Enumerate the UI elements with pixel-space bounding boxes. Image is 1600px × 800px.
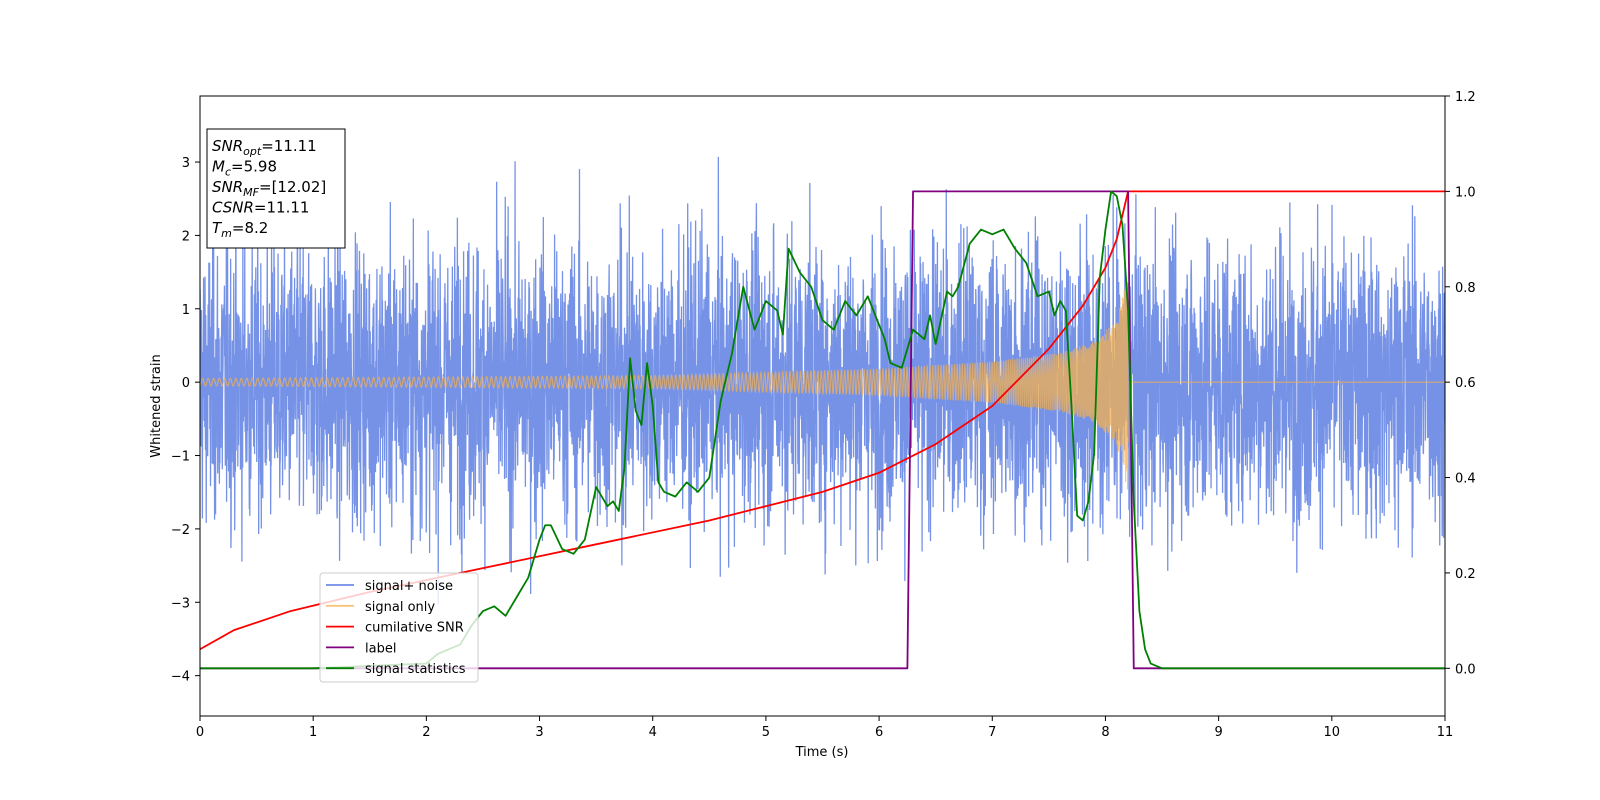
- y2-tick-label: 0.0: [1455, 662, 1476, 677]
- legend-item-signal-statistics: signal statistics: [365, 662, 466, 677]
- x-tick-label: 8: [1101, 725, 1109, 740]
- annotation-line: Mc=5.98: [212, 158, 277, 179]
- y2-tick-label: 0.2: [1455, 567, 1476, 582]
- y-tick-label: −1: [171, 450, 190, 465]
- x-tick-label: 2: [422, 725, 430, 740]
- x-tick-label: 10: [1324, 725, 1341, 740]
- x-tick-label: 5: [762, 725, 770, 740]
- legend-frame: [319, 572, 479, 683]
- series-line-signal-only: [200, 281, 1445, 490]
- y-tick-label: −3: [171, 596, 190, 611]
- y-tick-label: 3: [182, 156, 190, 171]
- y2-tick-label: 0.8: [1455, 281, 1476, 296]
- legend-item-label: label: [365, 641, 396, 656]
- y2-tick-label: 1.0: [1455, 185, 1476, 200]
- x-tick-label: 4: [649, 725, 657, 740]
- y-tick-label: −4: [171, 670, 190, 685]
- x-tick-label: 7: [988, 725, 996, 740]
- y-axis-label: Whitened strain: [149, 354, 164, 457]
- y2-tick-label: 1.2: [1455, 90, 1476, 105]
- plot-frame: [199, 95, 1446, 717]
- x-axis: 0 1 2 3 4 5 6 7 8 9 10 11: [196, 716, 1453, 740]
- x-axis-label: Time (s): [795, 745, 849, 760]
- legend-item-cumulative-snr: cumilative SNR: [365, 621, 464, 636]
- x-tick-label: 11: [1437, 725, 1454, 740]
- y2-axis: 0.0 0.2 0.4 0.6 0.8 1.0 1.2: [1445, 90, 1476, 677]
- x-tick-label: 3: [535, 725, 543, 740]
- y-tick-label: −2: [171, 523, 190, 538]
- y-axis: −4 −3 −2 −1 0 1 2 3: [171, 156, 200, 685]
- series-line-signal-statistics: [200, 190, 1445, 670]
- annotation-line: SNRMF=[12.02]: [212, 178, 326, 199]
- x-tick-label: 6: [875, 725, 883, 740]
- annotation-line: SNRopt=11.11: [212, 137, 317, 158]
- series-line-signal-noise: [200, 156, 1445, 605]
- y2-tick-label: 0.6: [1455, 376, 1476, 391]
- legend-item-signal-only: signal only: [365, 600, 435, 615]
- legend-item-signal-noise: signal+ noise: [365, 579, 453, 594]
- y-tick-label: 0: [182, 376, 190, 391]
- x-tick-label: 1: [309, 725, 317, 740]
- y-tick-label: 2: [182, 229, 190, 244]
- x-tick-label: 0: [196, 725, 204, 740]
- annotation-line: Tm=8.2: [212, 219, 268, 240]
- annotation-frame: [206, 128, 346, 249]
- legend: signal+ noise signal only cumilative SNR la…: [319, 572, 479, 683]
- y-tick-label: 1: [182, 303, 190, 318]
- x-tick-label: 9: [1214, 725, 1222, 740]
- y2-tick-label: 0.4: [1455, 472, 1476, 487]
- annotation-line: CSNR=11.11: [212, 199, 309, 217]
- annotation-box: SNRopt=11.11Mc=5.98SNRMF=[12.02]CSNR=11.…: [206, 128, 346, 249]
